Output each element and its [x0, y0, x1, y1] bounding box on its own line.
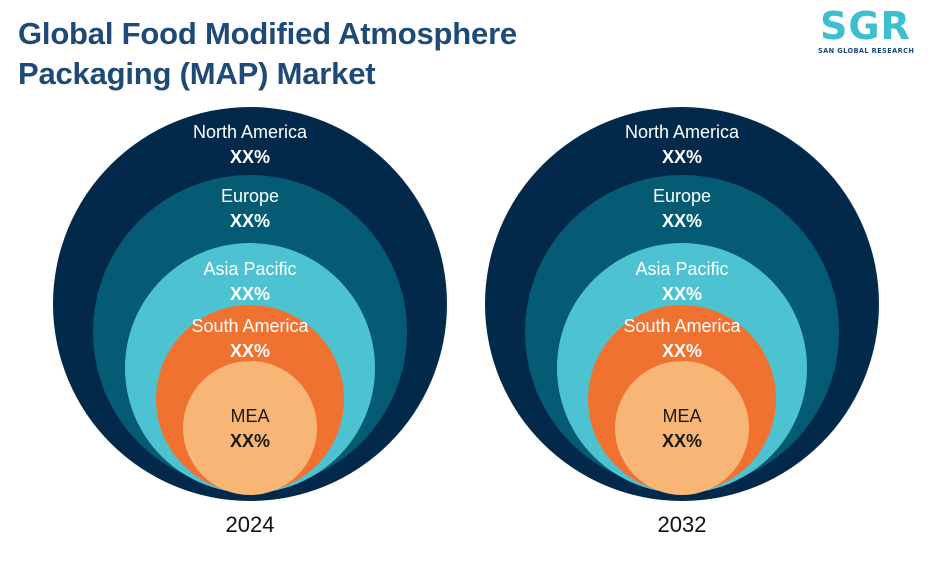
label-mea: MEA — [230, 406, 270, 426]
circles-2032 — [485, 107, 879, 501]
nested-circle-diagram-2032: North America XX% Europe XX% Asia Pacifi… — [485, 107, 879, 501]
value-europe: XX% — [661, 211, 703, 231]
nested-circle-diagram-2024: North America XX% Europe XX% Asia Pacifi… — [53, 107, 447, 501]
value-north-america: XX% — [661, 147, 703, 167]
value-europe: XX% — [229, 211, 271, 231]
year-label-2024: 2024 — [225, 512, 275, 537]
label-mea: MEA — [662, 406, 702, 426]
value-south-america: XX% — [661, 341, 703, 361]
logo-subtitle: SAN GLOBAL RESEARCH — [818, 47, 915, 55]
value-mea: XX% — [229, 431, 271, 451]
title-line-2: Packaging (MAP) Market — [18, 56, 376, 91]
label-north-america: North America — [624, 122, 740, 142]
label-europe: Europe — [220, 186, 280, 206]
label-south-america: South America — [623, 316, 741, 336]
label-asia-pacific: Asia Pacific — [203, 259, 297, 279]
label-asia-pacific: Asia Pacific — [635, 259, 729, 279]
value-south-america: XX% — [229, 341, 271, 361]
value-asia-pacific: XX% — [229, 284, 271, 304]
year-label-2032: 2032 — [657, 512, 707, 537]
circles-2024 — [53, 107, 447, 501]
logo-mark: SGR — [820, 4, 911, 48]
circle-mea — [615, 361, 749, 495]
label-north-america: North America — [192, 122, 308, 142]
circle-mea — [183, 361, 317, 495]
value-mea: XX% — [661, 431, 703, 451]
value-north-america: XX% — [229, 147, 271, 167]
sgr-logo: SGR SAN GLOBAL RESEARCH — [818, 6, 922, 58]
label-south-america: South America — [191, 316, 309, 336]
title-line-1: Global Food Modified Atmosphere — [18, 16, 517, 51]
page-title: Global Food Modified Atmosphere Packagin… — [18, 14, 578, 94]
value-asia-pacific: XX% — [661, 284, 703, 304]
label-europe: Europe — [652, 186, 712, 206]
